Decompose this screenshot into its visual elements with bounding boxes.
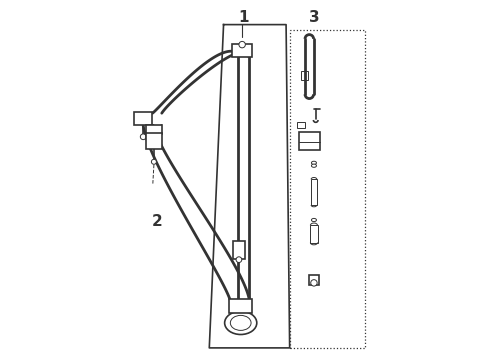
- Ellipse shape: [230, 315, 251, 330]
- Circle shape: [311, 280, 317, 286]
- Polygon shape: [146, 125, 162, 134]
- Bar: [290, 30, 365, 348]
- Text: 2: 2: [152, 213, 163, 229]
- Bar: [309, 275, 319, 285]
- Bar: [310, 225, 318, 243]
- Circle shape: [140, 134, 146, 140]
- Bar: [146, 133, 162, 149]
- Circle shape: [151, 159, 156, 164]
- Text: 3: 3: [309, 10, 320, 25]
- Bar: [311, 179, 317, 205]
- Bar: [232, 44, 252, 58]
- Bar: [299, 132, 320, 150]
- Ellipse shape: [224, 311, 257, 334]
- Bar: [233, 242, 245, 258]
- Ellipse shape: [312, 164, 317, 167]
- Bar: [301, 71, 308, 80]
- Bar: [297, 122, 305, 128]
- Text: 1: 1: [238, 10, 248, 25]
- Circle shape: [239, 41, 245, 48]
- Circle shape: [236, 257, 242, 262]
- Bar: [229, 299, 252, 313]
- Bar: [134, 112, 152, 125]
- Ellipse shape: [312, 161, 317, 165]
- Ellipse shape: [312, 219, 317, 222]
